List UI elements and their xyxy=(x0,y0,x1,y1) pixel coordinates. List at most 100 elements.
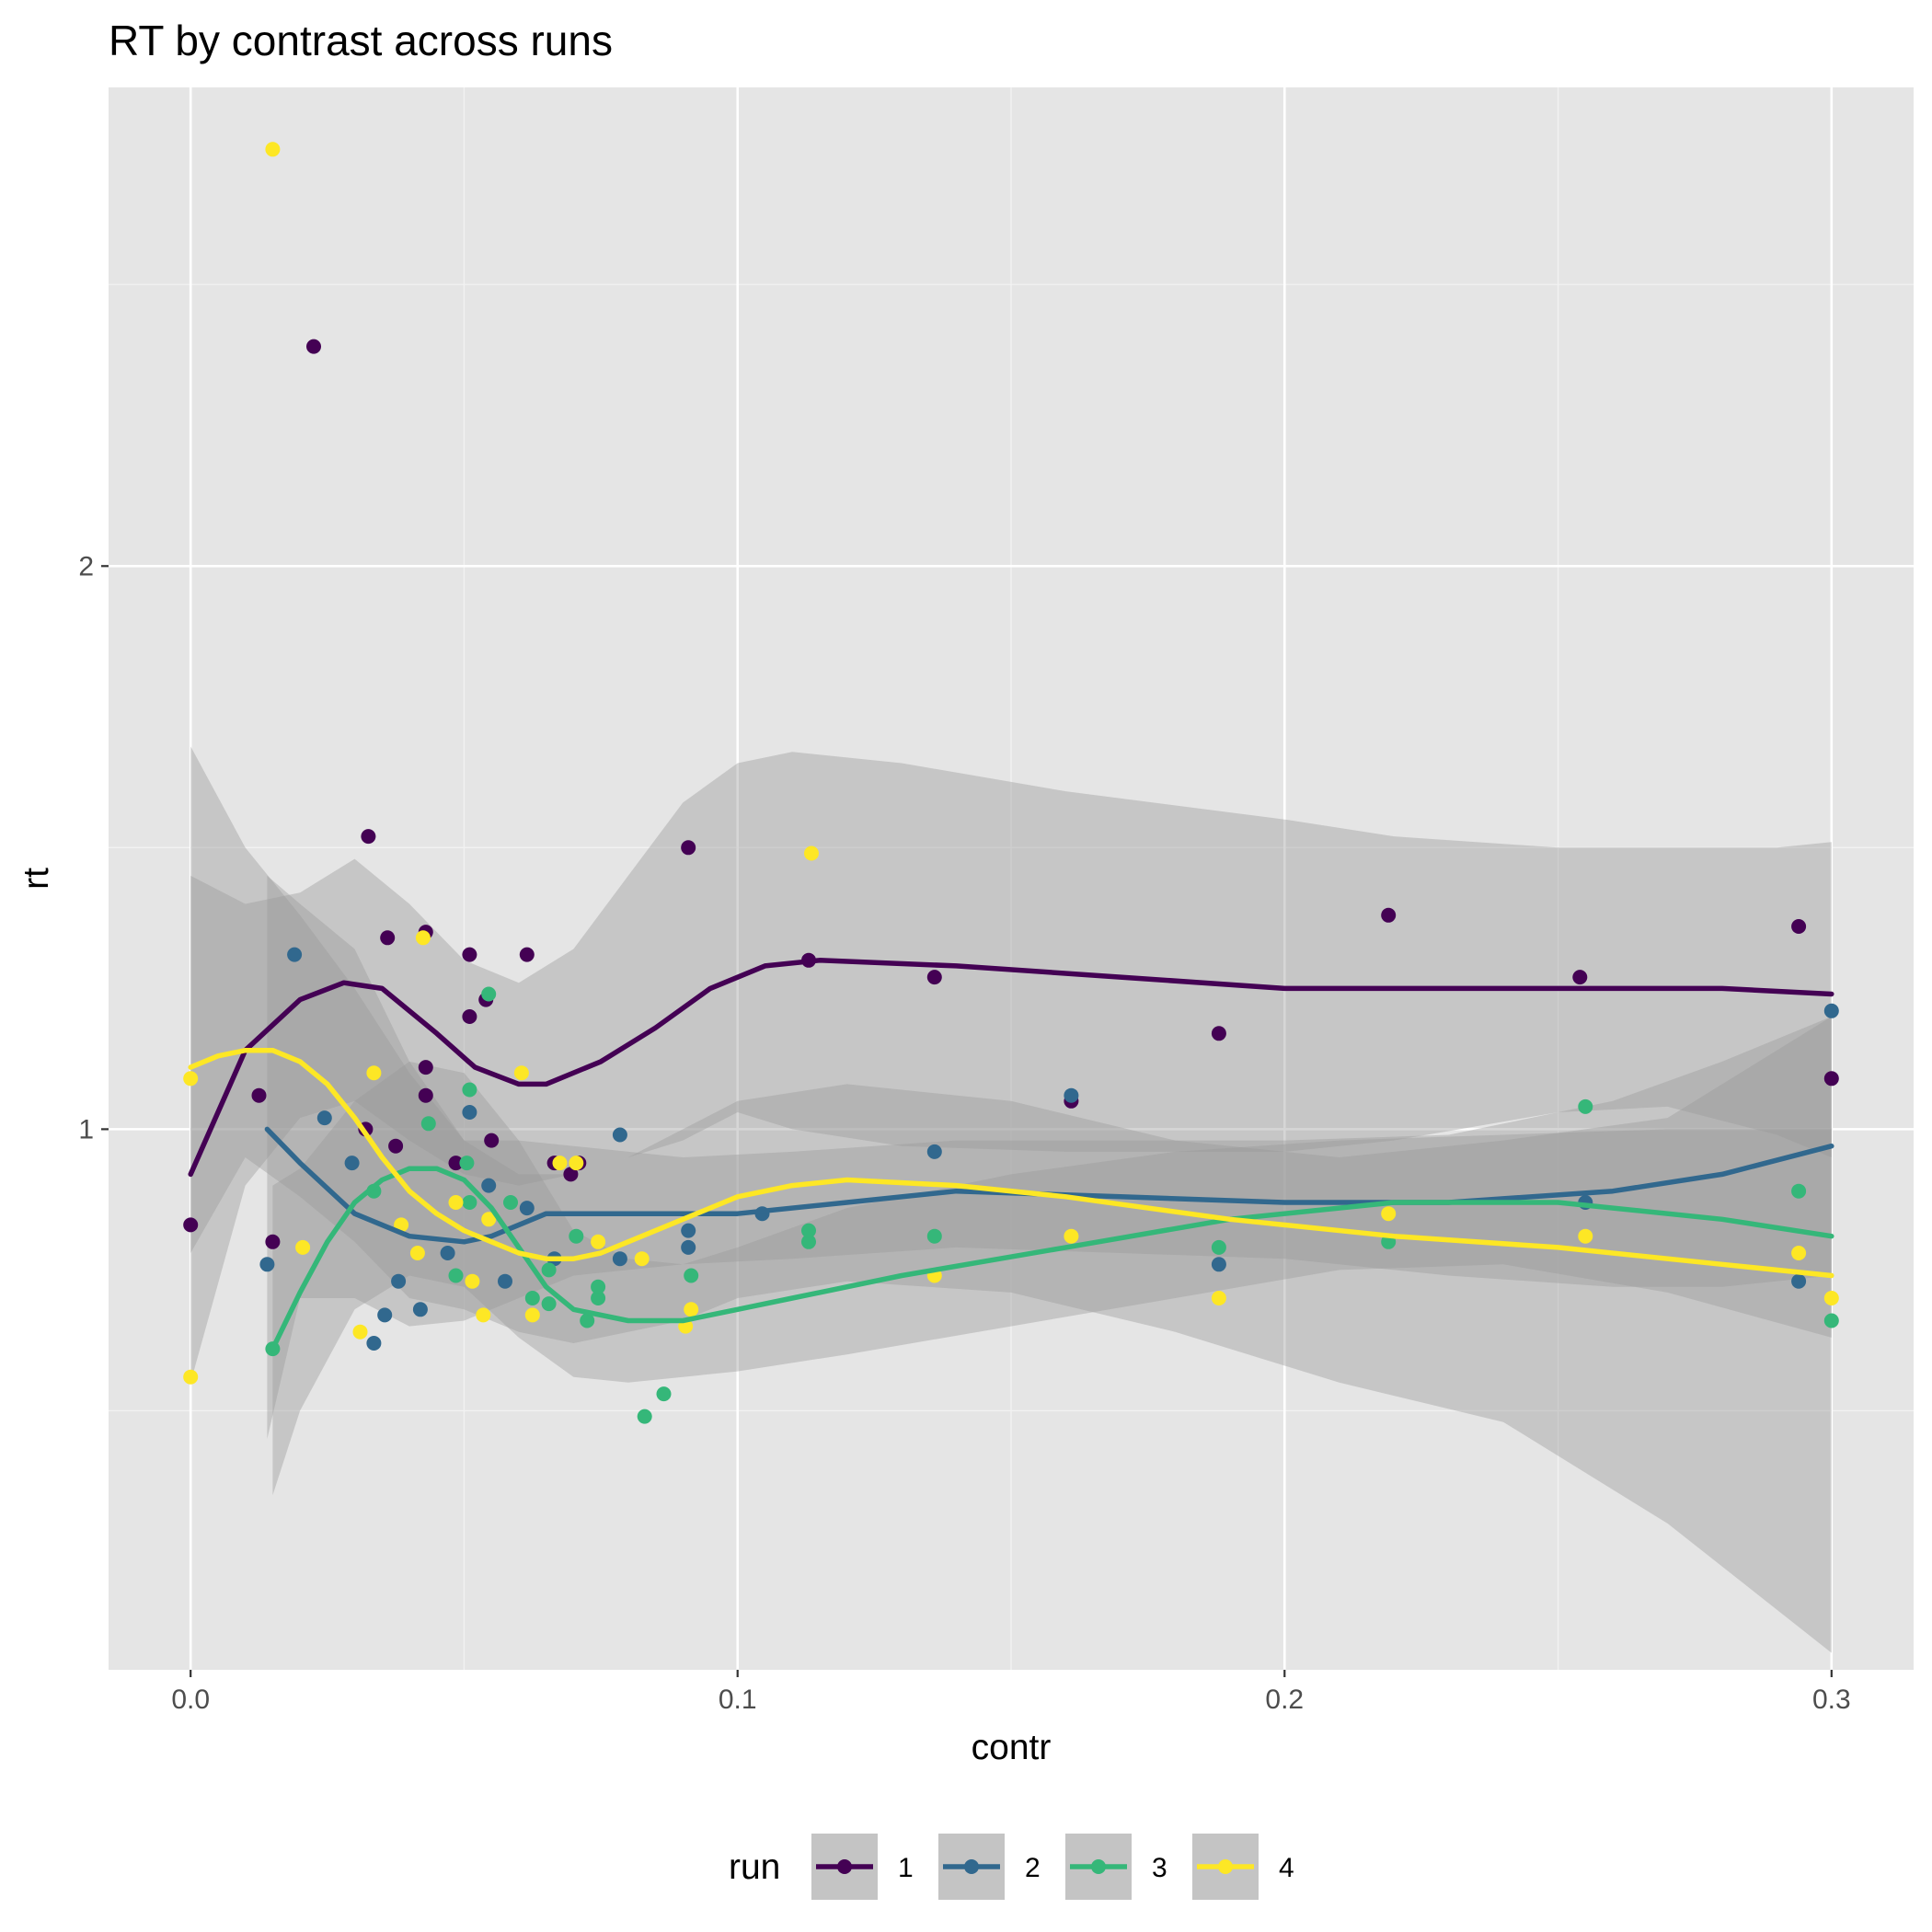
point-run-4-10 xyxy=(465,1273,480,1289)
point-run-4-1 xyxy=(183,1369,199,1385)
point-run-3-15 xyxy=(591,1279,606,1294)
chart-title: RT by contrast across runs xyxy=(109,17,613,64)
legend-item-run-2: 2 xyxy=(938,1834,1041,1900)
point-run-1-9 xyxy=(418,1087,433,1103)
point-run-1-2 xyxy=(265,1234,281,1249)
point-run-2-21 xyxy=(1211,1257,1226,1272)
grid-lines xyxy=(109,87,1914,1670)
legend-label-4: 4 xyxy=(1279,1853,1294,1883)
point-run-4-12 xyxy=(481,1212,497,1227)
point-run-3-8 xyxy=(503,1195,518,1210)
point-run-3-21 xyxy=(926,1228,942,1244)
point-run-1-6 xyxy=(380,930,396,946)
point-run-1-28 xyxy=(1823,1071,1839,1087)
y-tick-label-1: 2 xyxy=(78,551,94,581)
point-run-4-24 xyxy=(1211,1291,1226,1305)
point-run-3-24 xyxy=(1578,1098,1593,1114)
point-run-4-16 xyxy=(569,1156,584,1171)
point-run-2-9 xyxy=(462,1105,477,1120)
point-run-4-18 xyxy=(634,1251,650,1267)
legend-label-3: 3 xyxy=(1152,1853,1167,1883)
point-run-4-23 xyxy=(1064,1228,1079,1244)
confidence-bands xyxy=(190,746,1832,1653)
point-run-1-24 xyxy=(1211,1026,1226,1041)
point-run-2-5 xyxy=(377,1307,393,1323)
x-tick-label-2: 0.2 xyxy=(1265,1685,1304,1715)
point-run-2-12 xyxy=(519,1201,535,1216)
point-run-4-4 xyxy=(352,1324,368,1340)
point-run-4-26 xyxy=(1578,1228,1593,1244)
point-run-4-7 xyxy=(409,1246,425,1260)
point-run-3-2 xyxy=(420,1116,436,1132)
point-run-4-9 xyxy=(448,1195,464,1210)
point-run-4-2 xyxy=(265,142,281,157)
point-run-2-11 xyxy=(498,1273,512,1289)
point-run-2-19 xyxy=(926,1144,942,1159)
point-run-2-1 xyxy=(287,947,303,962)
point-run-2-14 xyxy=(612,1251,627,1267)
point-run-1-20 xyxy=(681,840,696,856)
smooth-line-run-1 xyxy=(188,958,1834,1178)
point-run-1-5 xyxy=(361,829,376,845)
point-run-1-8 xyxy=(418,1060,433,1075)
point-run-2-0 xyxy=(259,1257,275,1272)
legend-key-point-2 xyxy=(964,1859,979,1874)
band-run-3 xyxy=(272,1061,1832,1496)
legend-title: run xyxy=(729,1847,780,1887)
point-run-2-7 xyxy=(412,1302,428,1317)
legend: run 1 2 3 4 xyxy=(729,1834,1294,1900)
point-run-3-5 xyxy=(462,1082,477,1098)
point-run-1-0 xyxy=(183,1217,199,1233)
point-run-1-15 xyxy=(484,1133,500,1148)
legend-key-point-1 xyxy=(837,1859,852,1874)
axes: 0.0 0.1 0.2 0.3 1 2 xyxy=(78,551,1850,1715)
legend-item-run-4: 4 xyxy=(1192,1834,1294,1900)
point-run-3-26 xyxy=(1823,1313,1839,1328)
point-run-2-2 xyxy=(316,1110,332,1126)
legend-label-2: 2 xyxy=(1025,1853,1041,1883)
band-run-1 xyxy=(190,752,1832,1383)
point-run-4-0 xyxy=(183,1071,199,1087)
x-tick-label-1: 0.1 xyxy=(719,1685,757,1715)
legend-item-run-3: 3 xyxy=(1065,1834,1167,1900)
point-run-4-27 xyxy=(1791,1246,1807,1260)
point-run-3-19 xyxy=(801,1234,816,1249)
data-points xyxy=(183,142,1839,1424)
point-run-1-25 xyxy=(1381,907,1397,923)
point-run-3-10 xyxy=(541,1296,557,1312)
point-run-1-26 xyxy=(1572,970,1588,985)
point-run-3-3 xyxy=(448,1268,464,1283)
point-run-1-18 xyxy=(563,1167,579,1182)
legend-item-run-1: 1 xyxy=(811,1834,914,1900)
point-run-3-11 xyxy=(541,1262,557,1278)
point-run-2-10 xyxy=(481,1178,497,1193)
point-run-3-6 xyxy=(462,1195,477,1210)
point-run-3-12 xyxy=(569,1228,584,1244)
point-run-4-11 xyxy=(476,1307,491,1323)
point-run-3-4 xyxy=(459,1156,475,1171)
point-run-4-3 xyxy=(295,1239,311,1255)
point-run-1-16 xyxy=(519,947,535,962)
point-run-4-13 xyxy=(513,1065,529,1081)
smooth-line-run-3 xyxy=(270,1166,1834,1351)
point-run-4-6 xyxy=(394,1217,409,1233)
legend-key-point-4 xyxy=(1218,1859,1233,1874)
x-tick-label-3: 0.3 xyxy=(1812,1685,1851,1715)
point-run-3-9 xyxy=(524,1291,540,1305)
point-run-3-25 xyxy=(1791,1183,1807,1199)
x-tick-label-0: 0.0 xyxy=(171,1685,210,1715)
point-run-1-12 xyxy=(462,947,477,962)
smooth-line-run-4 xyxy=(188,1047,1834,1279)
point-run-2-20 xyxy=(1064,1087,1079,1103)
point-run-4-28 xyxy=(1823,1291,1839,1305)
point-run-1-3 xyxy=(306,339,321,354)
point-run-3-13 xyxy=(580,1313,595,1328)
point-run-3-7 xyxy=(481,986,497,1002)
point-run-2-17 xyxy=(681,1223,696,1238)
point-run-1-11 xyxy=(448,1156,464,1171)
point-run-2-4 xyxy=(366,1336,382,1351)
point-run-4-15 xyxy=(552,1156,568,1171)
point-run-2-6 xyxy=(391,1273,407,1289)
y-axis-title: rt xyxy=(17,868,56,890)
